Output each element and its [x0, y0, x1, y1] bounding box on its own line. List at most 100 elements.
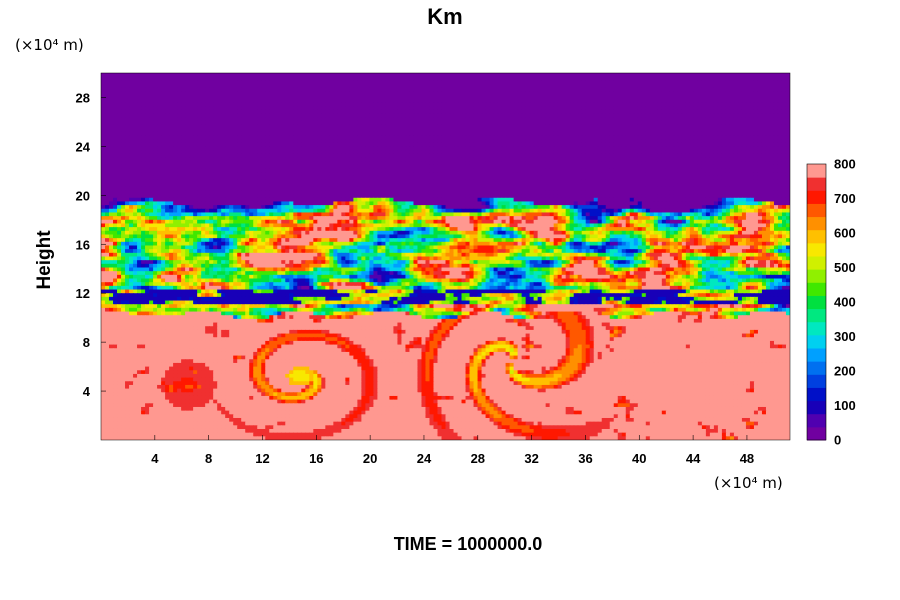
- heatmap-cell: [377, 98, 383, 103]
- heatmap-cell: [193, 164, 198, 170]
- heatmap-cell: [477, 172, 483, 177]
- heatmap-cell: [145, 153, 150, 159]
- heatmap-cell: [525, 135, 531, 140]
- heatmap-cell: [341, 124, 346, 129]
- heatmap-cell: [657, 109, 663, 114]
- heatmap-cell: [481, 73, 487, 78]
- heatmap-cell: [537, 157, 543, 162]
- heatmap-cell: [141, 102, 146, 107]
- heatmap-cell: [517, 124, 523, 129]
- heatmap-cell: [173, 80, 178, 85]
- heatmap-cell: [741, 172, 747, 177]
- heatmap-cell: [121, 120, 126, 125]
- heatmap-cell: [541, 102, 547, 107]
- heatmap-cell: [253, 106, 258, 111]
- heatmap-cell: [405, 164, 411, 170]
- heatmap-cell: [237, 120, 242, 125]
- heatmap-cell: [209, 117, 214, 122]
- heatmap-cell: [437, 106, 443, 111]
- heatmap-cell: [493, 117, 499, 122]
- heatmap-cell: [449, 73, 455, 78]
- heatmap-cell: [653, 139, 659, 144]
- heatmap-cell: [521, 153, 527, 159]
- heatmap-cell: [297, 135, 302, 140]
- heatmap-cell: [381, 117, 387, 122]
- heatmap-cell: [669, 120, 675, 125]
- heatmap-cell: [273, 76, 278, 81]
- heatmap-cell: [381, 76, 387, 81]
- heatmap-cell: [785, 164, 790, 170]
- heatmap-cell: [717, 98, 723, 103]
- heatmap-cell: [661, 150, 667, 155]
- heatmap-cell: [249, 84, 254, 89]
- heatmap-cell: [729, 91, 735, 96]
- heatmap-cell: [321, 80, 326, 85]
- heatmap-cell: [493, 120, 499, 125]
- heatmap-cell: [565, 80, 571, 85]
- heatmap-cell: [317, 95, 322, 100]
- heatmap-cell: [217, 157, 222, 162]
- heatmap-cell: [317, 161, 322, 166]
- heatmap-cell: [549, 157, 555, 162]
- heatmap-cell: [693, 128, 699, 133]
- heatmap-cell: [537, 91, 543, 96]
- heatmap-cell: [569, 139, 575, 144]
- heatmap-cell: [561, 172, 567, 177]
- heatmap-cell: [385, 76, 391, 81]
- heatmap-cell: [237, 153, 242, 159]
- heatmap-cell: [569, 117, 575, 122]
- heatmap-cell: [265, 120, 270, 125]
- heatmap-cell: [389, 120, 395, 125]
- heatmap-cell: [777, 73, 783, 78]
- heatmap-cell: [709, 87, 715, 92]
- heatmap-cell: [697, 120, 703, 125]
- heatmap-cell: [753, 102, 759, 107]
- heatmap-cell: [749, 76, 755, 81]
- heatmap-cell: [313, 168, 318, 173]
- heatmap-cell: [133, 117, 138, 122]
- heatmap-cell: [289, 128, 294, 133]
- heatmap-cell: [517, 172, 523, 177]
- heatmap-cell: [397, 120, 403, 125]
- heatmap-cell: [729, 131, 735, 136]
- heatmap-cell: [449, 128, 455, 133]
- heatmap-cell: [129, 131, 134, 136]
- heatmap-cell: [457, 76, 463, 81]
- heatmap-cell: [457, 120, 463, 125]
- heatmap-cell: [145, 131, 150, 136]
- heatmap-cell: [101, 139, 106, 144]
- heatmap-cell: [669, 113, 675, 118]
- heatmap-cell: [497, 95, 503, 100]
- heatmap-cell: [737, 73, 743, 78]
- heatmap-cell: [185, 150, 190, 155]
- heatmap-cell: [745, 87, 751, 92]
- heatmap-cell: [337, 135, 342, 140]
- heatmap-cell: [149, 95, 154, 100]
- heatmap-cell: [709, 150, 715, 155]
- heatmap-cell: [365, 139, 370, 144]
- heatmap-cell: [333, 135, 338, 140]
- heatmap-cell: [561, 142, 567, 147]
- heatmap-cell: [705, 124, 711, 129]
- heatmap-cell: [357, 146, 362, 151]
- heatmap-cell: [221, 164, 226, 170]
- heatmap-cell: [381, 142, 387, 147]
- heatmap-cell: [129, 91, 134, 96]
- heatmap-cell: [165, 73, 170, 78]
- heatmap-cell: [621, 142, 627, 147]
- heatmap-cell: [225, 142, 230, 147]
- heatmap-cell: [357, 150, 362, 155]
- heatmap-cell: [713, 120, 719, 125]
- heatmap-cell: [785, 172, 790, 177]
- heatmap-cell: [141, 76, 146, 81]
- heatmap-cell: [449, 131, 455, 136]
- heatmap-cell: [473, 76, 479, 81]
- heatmap-cell: [597, 161, 603, 166]
- heatmap-cell: [645, 91, 651, 96]
- heatmap-cell: [681, 175, 687, 181]
- heatmap-cell: [605, 102, 611, 107]
- heatmap-cell: [289, 109, 294, 114]
- heatmap-cell: [353, 91, 358, 96]
- heatmap-cell: [193, 102, 198, 107]
- heatmap-cell: [429, 142, 435, 147]
